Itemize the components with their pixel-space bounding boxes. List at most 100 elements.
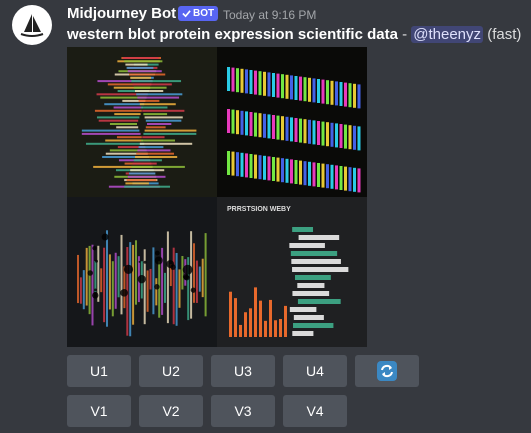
art-shape: [357, 168, 361, 193]
art-shape: [293, 323, 334, 328]
art-shape: [187, 257, 190, 321]
art-shape: [335, 165, 338, 190]
art-shape: [92, 245, 97, 251]
art-shape: [87, 270, 94, 276]
art-shape: [272, 115, 275, 139]
art-shape: [116, 136, 142, 139]
art-shape: [231, 67, 235, 92]
art-shape: [164, 272, 166, 303]
art-shape: [245, 111, 248, 136]
art-shape: [154, 284, 160, 290]
art-shape: [143, 132, 197, 135]
art-shape: [303, 119, 307, 144]
art-shape: [227, 109, 230, 133]
art-shape: [299, 160, 302, 185]
art-shape: [144, 129, 197, 132]
art-shape: [130, 169, 165, 172]
action-button[interactable]: U3: [211, 355, 275, 387]
art-shape: [79, 277, 82, 304]
reroll-button[interactable]: [355, 355, 419, 387]
art-shape: [138, 260, 141, 263]
art-shape: [130, 76, 152, 79]
art-shape: [240, 110, 244, 135]
art-shape: [317, 121, 320, 145]
art-shape: [85, 142, 145, 145]
art-shape: [259, 300, 262, 337]
art-shape: [344, 82, 347, 107]
art-shape: [267, 156, 271, 181]
art-shape: [102, 156, 149, 158]
sail-icon: [24, 14, 41, 32]
art-shape: [348, 125, 352, 150]
art-shape: [254, 70, 257, 95]
art-shape: [145, 119, 182, 122]
art-shape: [292, 331, 314, 336]
art-shape: [172, 247, 175, 325]
action-button[interactable]: U1: [67, 355, 131, 387]
art-shape: [123, 266, 126, 309]
art-shape: [353, 167, 356, 192]
art-shape: [330, 122, 334, 147]
art-shape: [190, 231, 193, 319]
art-shape: [249, 308, 252, 337]
art-shape: [154, 256, 163, 265]
art-shape: [169, 264, 172, 287]
art-shape: [276, 115, 280, 140]
art-shape: [281, 158, 284, 183]
art-shape: [291, 259, 341, 264]
art-shape: [175, 252, 178, 326]
art-shape: [111, 261, 114, 317]
art-shape: [353, 125, 356, 150]
avatar[interactable]: [12, 5, 52, 45]
art-shape: [117, 256, 120, 298]
art-shape: [141, 139, 175, 142]
art-shape: [133, 159, 162, 162]
action-button[interactable]: V2: [139, 395, 203, 427]
art-shape: [326, 164, 329, 189]
message: western blot protein expression scientif…: [67, 26, 521, 43]
art-shape: [198, 266, 201, 292]
art-shape: [285, 116, 289, 141]
badge-text: BOT: [193, 8, 215, 19]
mention[interactable]: @theenyz: [411, 26, 484, 43]
art-shape: [138, 146, 164, 149]
art-shape: [178, 269, 181, 308]
art-shape: [143, 249, 146, 325]
art-shape: [100, 268, 103, 293]
action-button[interactable]: V4: [283, 395, 347, 427]
art-shape: [146, 270, 149, 312]
username[interactable]: Midjourney Bot: [67, 5, 177, 22]
art-shape: [294, 275, 331, 280]
art-shape: [131, 165, 185, 168]
art-shape: [77, 254, 79, 304]
art-shape: [133, 86, 167, 89]
action-button[interactable]: V1: [67, 395, 131, 427]
art-shape: [154, 250, 160, 256]
art-shape: [357, 84, 361, 109]
action-button[interactable]: U2: [139, 355, 203, 387]
art-shape: [114, 252, 117, 309]
art-shape: [139, 103, 176, 106]
image-grid[interactable]: PRRSTSION WEBY: [67, 47, 367, 347]
art-shape: [240, 68, 244, 93]
art-shape: [285, 158, 289, 183]
art-shape: [204, 233, 207, 317]
art-shape: [281, 74, 284, 99]
art-shape: [96, 116, 140, 119]
art-shape: [108, 254, 111, 310]
art-shape: [135, 90, 164, 92]
art-shape: [129, 172, 156, 175]
art-shape: [144, 116, 183, 119]
art-shape: [139, 142, 193, 145]
art-shape: [114, 113, 141, 116]
art-shape: [290, 251, 338, 256]
art-shape: [284, 305, 287, 337]
art-shape: [132, 83, 172, 86]
art-shape: [126, 179, 157, 182]
action-button[interactable]: U4: [283, 355, 347, 387]
art-shape: [170, 264, 176, 270]
art-shape: [109, 123, 137, 125]
art-shape: [132, 244, 135, 325]
action-button[interactable]: V3: [211, 395, 275, 427]
